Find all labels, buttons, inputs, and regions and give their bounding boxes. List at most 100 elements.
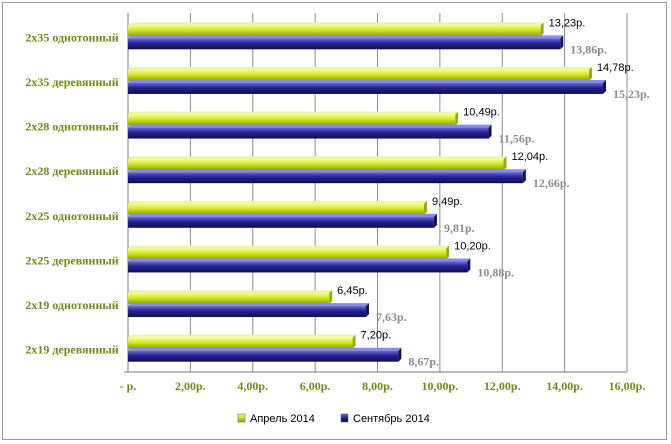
x-tick-label: 12,00р. — [484, 379, 521, 393]
x-tick-label: - р. — [120, 379, 137, 393]
bar-september-2014 — [128, 303, 369, 318]
bar-september-2014 — [128, 169, 526, 184]
data-label-april: 14,78р. — [597, 62, 634, 74]
bar-front-face — [128, 216, 434, 228]
bar-front-face — [128, 38, 561, 50]
bar-side-face — [433, 213, 437, 228]
bar-side-face — [398, 347, 402, 362]
bar-front-face — [128, 293, 330, 305]
bar-top-face — [128, 334, 356, 338]
bar-front-face — [128, 172, 523, 184]
x-tick-label: 4,00р. — [237, 379, 268, 393]
bar-side-face — [365, 303, 369, 318]
bar-side-face — [588, 66, 592, 81]
bar-side-face — [503, 156, 507, 171]
data-label-april: 7,20р. — [361, 330, 392, 342]
bar-front-face — [128, 203, 424, 215]
x-tick-label: 6,00р. — [300, 379, 331, 393]
category-label: 2x19 деревянный — [25, 343, 118, 357]
bar-front-face — [128, 69, 589, 81]
bar-front-face — [128, 248, 447, 260]
bar-top-face — [128, 290, 333, 294]
category-label: 2x19 однотонный — [25, 298, 118, 312]
bar-side-face — [560, 35, 564, 50]
bar-april-2014 — [128, 111, 459, 126]
legend-item-april: Апрель 2014 — [237, 413, 315, 425]
bar-side-face — [602, 79, 606, 94]
data-label-september: 15,23р. — [613, 87, 650, 101]
bar-april-2014 — [128, 290, 333, 305]
bar-side-face — [446, 245, 450, 260]
bar-side-face — [329, 290, 333, 305]
bar-top-face — [128, 347, 402, 351]
x-tick-label: 8,00р. — [362, 379, 393, 393]
legend-label: Сентябрь 2014 — [353, 413, 430, 425]
bar-top-face — [128, 79, 606, 83]
bar-september-2014 — [128, 347, 402, 362]
data-label-april: 13,23р. — [549, 17, 586, 29]
category-label: 2x28 однотонный — [25, 120, 118, 134]
data-label-april: 10,49р. — [463, 107, 500, 119]
category-label: 2x35 деревянный — [25, 75, 118, 89]
x-tick-label: 14,00р. — [546, 379, 583, 393]
legend-label: Апрель 2014 — [250, 413, 315, 425]
bar-side-face — [540, 22, 544, 37]
legend-swatch-september — [340, 413, 349, 423]
data-label-april: 12,04р. — [511, 151, 548, 163]
bar-april-2014 — [128, 200, 427, 215]
data-label-september: 7,63р. — [376, 310, 407, 324]
data-label-september: 11,56р. — [499, 132, 535, 146]
bar-front-face — [128, 306, 366, 318]
bar-front-face — [128, 159, 504, 171]
data-label-september: 8,67р. — [408, 355, 439, 369]
data-label-september: 10,88р. — [477, 265, 514, 279]
bar-september-2014 — [128, 124, 492, 139]
bar-top-face — [128, 111, 459, 115]
bar-april-2014 — [128, 66, 592, 81]
bar-front-face — [128, 350, 399, 362]
bar-front-face — [128, 25, 541, 37]
bar-front-face — [128, 127, 489, 139]
bar-september-2014 — [128, 258, 471, 273]
x-tick-label: 10,00р. — [422, 379, 459, 393]
data-label-april: 10,20р. — [454, 240, 491, 252]
category-label: 2x35 однотонный — [25, 30, 118, 44]
bar-september-2014 — [128, 79, 606, 94]
data-label-september: 13,86р. — [570, 42, 607, 56]
bar-side-face — [467, 258, 471, 273]
bar-september-2014 — [128, 213, 437, 228]
bar-top-face — [128, 200, 427, 204]
legend-item-september: Сентябрь 2014 — [340, 413, 430, 425]
category-label: 2x28 деревянный — [25, 164, 118, 178]
legend-swatch-april — [237, 413, 246, 423]
category-label: 2x25 деревянный — [25, 253, 118, 267]
bars — [128, 22, 606, 362]
bar-top-face — [128, 303, 369, 307]
bar-top-face — [128, 22, 544, 26]
bar-front-face — [128, 82, 603, 94]
bar-top-face — [128, 213, 437, 217]
legend: Апрель 2014 Сентябрь 2014 — [237, 413, 430, 425]
data-label-september: 9,81р. — [444, 221, 475, 235]
bar-side-face — [522, 169, 526, 184]
bar-top-face — [128, 124, 492, 128]
category-label: 2x25 однотонный — [25, 209, 118, 223]
bar-front-face — [128, 337, 353, 349]
bar-top-face — [128, 156, 507, 160]
x-tick-label: 2,00р. — [175, 379, 206, 393]
data-label-april: 9,49р. — [432, 196, 463, 208]
data-label-september: 12,66р. — [533, 176, 570, 190]
bar-april-2014 — [128, 156, 507, 171]
data-label-april: 6,45р. — [337, 285, 368, 297]
bar-top-face — [128, 35, 564, 39]
bar-side-face — [423, 200, 427, 215]
bar-top-face — [128, 66, 592, 70]
bar-april-2014 — [128, 334, 356, 349]
bar-side-face — [352, 334, 356, 349]
bar-top-face — [128, 245, 450, 249]
bar-side-face — [455, 111, 459, 126]
bar-top-face — [128, 169, 526, 173]
bar-front-face — [128, 261, 468, 273]
bar-september-2014 — [128, 35, 564, 50]
